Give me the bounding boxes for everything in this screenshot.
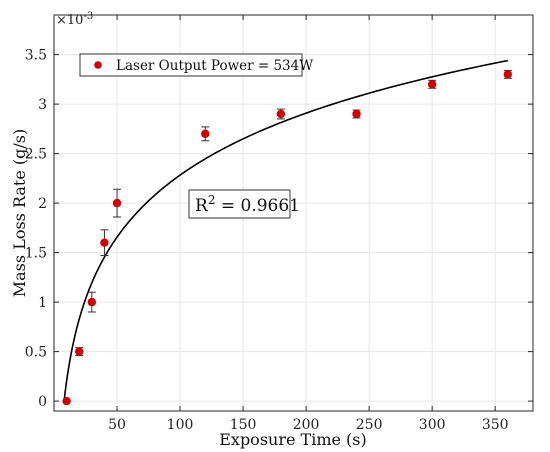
y-tick-label-3: 1.5 <box>25 246 47 262</box>
y-tick-label-7: 3.5 <box>25 48 47 64</box>
y-tick-label-0: 0 <box>38 394 47 410</box>
x-tick-label-4: 250 <box>356 417 383 433</box>
data-point-0-9 <box>503 70 512 79</box>
annotation-superscript: 2 <box>208 193 216 207</box>
legend-box <box>79 53 303 77</box>
y-tick-label-6: 3 <box>38 97 47 113</box>
data-point-0-5 <box>201 129 210 138</box>
y-tick-label-5: 2.5 <box>25 147 47 163</box>
y-tick-label-4: 2 <box>38 196 47 212</box>
data-point-0-0 <box>62 396 71 406</box>
x-tick-label-0: 50 <box>108 417 126 433</box>
y-multiplier-base: ×10 <box>56 13 83 28</box>
x-axis-ticks: 50 100 150 200 250 300 350 <box>108 15 509 433</box>
x-tick-label-5: 300 <box>419 417 446 433</box>
legend: Laser Output Power = 534W <box>79 53 313 77</box>
r-squared-annotation: R2 = 0.9661 <box>188 189 300 219</box>
y-multiplier: ×10-3 <box>56 11 93 28</box>
data-point-0-6 <box>276 109 286 119</box>
data-point-0-1 <box>75 347 84 356</box>
y-tick-label-2: 1 <box>38 295 47 311</box>
plot-frame <box>53 14 534 412</box>
fit-curve <box>63 59 508 402</box>
data-point-0-4 <box>112 198 122 208</box>
y-multiplier-exponent: -3 <box>83 11 93 22</box>
data-point-0-2 <box>87 297 97 307</box>
data-points <box>62 69 512 406</box>
data-point-0-3 <box>100 238 109 247</box>
annotation-base: R <box>195 196 209 216</box>
x-tick-label-3: 200 <box>293 417 320 433</box>
annotation-text: R2 = 0.9661 <box>195 193 300 216</box>
annotation-rest: = 0.9661 <box>215 196 300 216</box>
data-point-0-7 <box>352 109 361 119</box>
y-tick-label-1: 0.5 <box>25 345 47 361</box>
data-point-0-8 <box>427 80 437 89</box>
legend-marker <box>94 61 102 69</box>
x-tick-label-2: 150 <box>230 417 257 433</box>
x-axis-label: Exposure Time (s) <box>219 430 367 449</box>
x-tick-label-6: 350 <box>482 417 509 433</box>
legend-label: Laser Output Power = 534W <box>116 58 313 74</box>
y-axis-label: Mass Loss Rate (g/s) <box>10 129 29 297</box>
y-axis-ticks: 0 0.5 1 1.5 2 2.5 3 3.5 <box>25 48 533 410</box>
x-tick-label-1: 100 <box>167 417 194 433</box>
annotation-box <box>188 189 291 219</box>
plot-area <box>54 15 533 411</box>
